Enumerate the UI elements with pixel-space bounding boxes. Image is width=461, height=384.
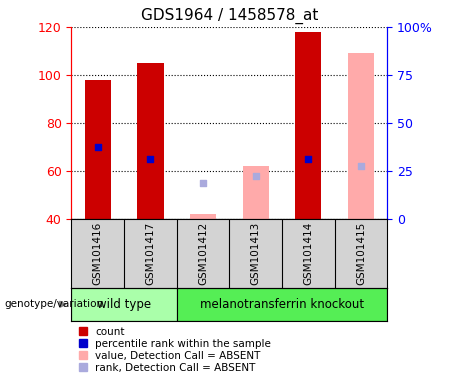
Text: melanotransferrin knockout: melanotransferrin knockout [200, 298, 364, 311]
Bar [71, 288, 177, 321]
Legend: count, percentile rank within the sample, value, Detection Call = ABSENT, rank, : count, percentile rank within the sample… [77, 324, 273, 375]
Point [147, 156, 154, 162]
Point [305, 156, 312, 162]
Text: GSM101414: GSM101414 [303, 222, 313, 285]
Point [252, 173, 260, 179]
Text: GSM101416: GSM101416 [93, 222, 103, 285]
Bar [85, 79, 111, 219]
Text: GSM101415: GSM101415 [356, 222, 366, 285]
Text: GSM101413: GSM101413 [251, 222, 260, 285]
Text: GSM101417: GSM101417 [145, 222, 155, 285]
Bar [190, 214, 216, 219]
Point [94, 144, 101, 150]
Bar [137, 63, 164, 219]
Bar [242, 166, 269, 219]
Title: GDS1964 / 1458578_at: GDS1964 / 1458578_at [141, 8, 318, 24]
Point [199, 180, 207, 186]
Bar [348, 53, 374, 219]
Text: wild type: wild type [97, 298, 151, 311]
Bar [177, 288, 387, 321]
Bar [295, 31, 321, 219]
Text: genotype/variation: genotype/variation [5, 299, 104, 310]
Text: GSM101412: GSM101412 [198, 222, 208, 285]
Point [357, 163, 365, 169]
